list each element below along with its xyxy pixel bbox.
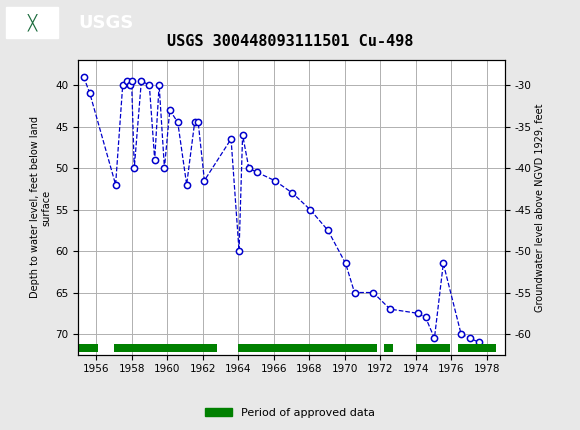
Text: ╳: ╳ (27, 14, 37, 31)
Bar (238, 344, 376, 352)
Bar (78, 344, 98, 352)
Text: USGS 300448093111501 Cu-498: USGS 300448093111501 Cu-498 (167, 34, 413, 49)
Bar (6, 7, 58, 38)
Text: USGS: USGS (78, 14, 133, 31)
Legend: Period of approved data: Period of approved data (200, 403, 380, 422)
Bar (458, 344, 496, 352)
Y-axis label: Depth to water level, feet below land
surface: Depth to water level, feet below land su… (30, 117, 51, 298)
Bar (416, 344, 450, 352)
Bar (384, 344, 393, 352)
Y-axis label: Groundwater level above NGVD 1929, feet: Groundwater level above NGVD 1929, feet (535, 103, 545, 312)
Bar (114, 344, 217, 352)
